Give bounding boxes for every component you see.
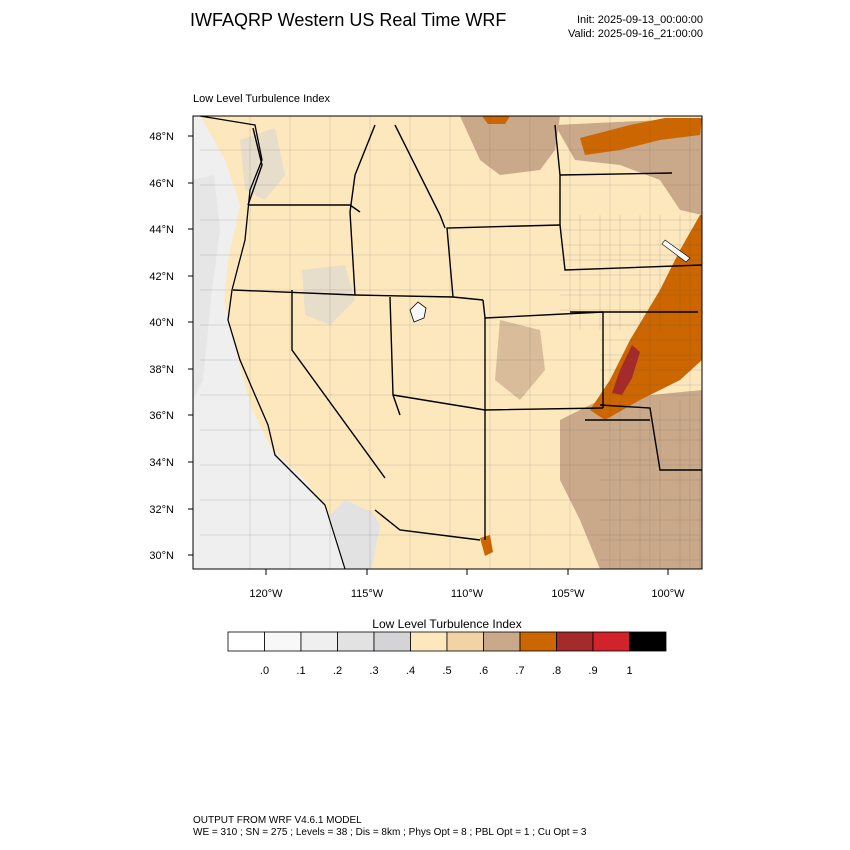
lat-label: 40°N bbox=[149, 317, 174, 329]
coastline bbox=[199, 116, 326, 506]
lat-label: 32°N bbox=[149, 504, 174, 516]
colorbar-label: .4 bbox=[406, 665, 415, 677]
high-index-north bbox=[580, 118, 702, 155]
great-salt-lake bbox=[409, 301, 427, 323]
colorbar-swatch bbox=[519, 631, 557, 652]
colorbar-label: .1 bbox=[296, 665, 305, 677]
colorbar-swatch bbox=[300, 631, 338, 652]
latitude-axis: 48°N 46°N 44°N 42°N 40°N 38°N 36°N 34°N … bbox=[149, 131, 193, 562]
ocean-shade bbox=[193, 175, 220, 400]
lat-label: 46°N bbox=[149, 178, 174, 190]
lon-label: 105°W bbox=[551, 588, 585, 600]
map-field bbox=[193, 116, 702, 569]
colorbar-swatch bbox=[446, 631, 484, 652]
map-frame bbox=[192, 115, 703, 570]
high-index-texas-border bbox=[480, 535, 493, 556]
init-time: Init: 2025-09-13_00:00:00 bbox=[577, 14, 703, 26]
low-index-nevada bbox=[302, 265, 355, 325]
state-boundaries bbox=[232, 124, 702, 541]
lat-label: 36°N bbox=[149, 410, 174, 422]
colorbar-swatch bbox=[373, 631, 411, 652]
colorbar-label: .9 bbox=[588, 665, 597, 677]
longitude-axis: 120°W 115°W 110°W 105°W 100°W bbox=[249, 569, 685, 600]
colorbar-swatch bbox=[629, 631, 667, 652]
colorbar-label: .5 bbox=[442, 665, 451, 677]
lat-label: 48°N bbox=[149, 131, 174, 143]
footer-model-line: OUTPUT FROM WRF V4.6.1 MODEL bbox=[193, 815, 362, 826]
highest-index-kansas bbox=[612, 345, 640, 395]
lat-label: 34°N bbox=[149, 457, 174, 469]
lon-label: 100°W bbox=[651, 588, 685, 600]
valid-time: Valid: 2025-09-16_21:00:00 bbox=[568, 28, 703, 40]
lon-label: 120°W bbox=[249, 588, 283, 600]
main-title: IWFAQRP Western US Real Time WRF bbox=[190, 10, 507, 30]
colorbar-swatch bbox=[337, 631, 375, 652]
footer-options-line: WE = 310 ; SN = 275 ; Levels = 38 ; Dis … bbox=[193, 827, 587, 838]
lat-label: 44°N bbox=[149, 224, 174, 236]
lon-label: 110°W bbox=[451, 588, 484, 600]
colorbar-swatch bbox=[410, 631, 448, 652]
colorbar-label: .7 bbox=[515, 665, 524, 677]
plot-label: Low Level Turbulence Index bbox=[193, 93, 330, 105]
colorbar-label: .2 bbox=[333, 665, 342, 677]
colorbar: .0 .1 .2 .3 .4 .5 .6 .7 .8 .9 1 bbox=[227, 631, 667, 677]
colorbar-swatch bbox=[264, 631, 302, 652]
baja-coast bbox=[324, 504, 346, 569]
colorbar-label: 1 bbox=[626, 665, 632, 677]
colorbar-title: Low Level Turbulence Index bbox=[372, 617, 522, 631]
ocean-area bbox=[193, 116, 345, 569]
colorbar-label: .6 bbox=[479, 665, 488, 677]
colorbar-label: .8 bbox=[552, 665, 561, 677]
lake-reservoir bbox=[661, 239, 691, 263]
colorbar-label: .3 bbox=[369, 665, 378, 677]
lat-label: 38°N bbox=[149, 364, 174, 376]
colorbar-swatch bbox=[227, 631, 265, 652]
colorbar-swatch bbox=[556, 631, 594, 652]
lon-label: 115°W bbox=[351, 588, 384, 600]
lat-label: 42°N bbox=[149, 271, 174, 283]
low-index-washington bbox=[240, 128, 285, 200]
colorbar-label: .0 bbox=[260, 665, 269, 677]
lat-label: 30°N bbox=[149, 550, 174, 562]
texas-brown bbox=[560, 390, 702, 569]
high-index-montana bbox=[482, 116, 510, 124]
colorado-brown bbox=[495, 320, 545, 400]
colorbar-swatch bbox=[483, 631, 521, 652]
montana-brown bbox=[460, 116, 560, 175]
baja-gulf-shade bbox=[330, 500, 380, 569]
county-lines bbox=[200, 116, 702, 569]
colorbar-swatch bbox=[592, 631, 630, 652]
